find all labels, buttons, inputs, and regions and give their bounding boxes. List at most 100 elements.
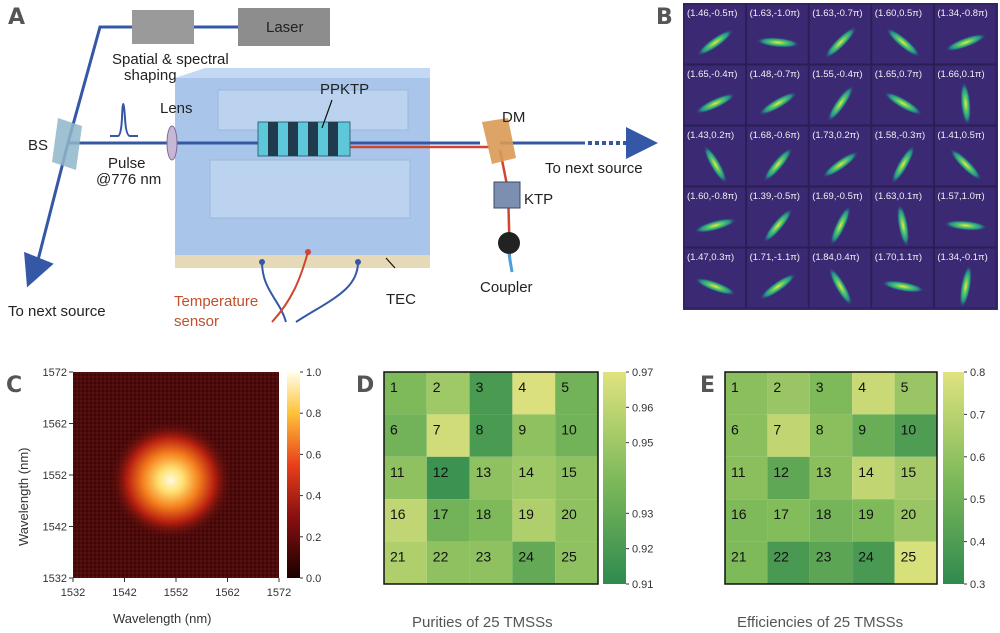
grid-cell-label: 20 xyxy=(901,506,917,522)
grid-cell-label: 13 xyxy=(816,464,832,480)
b-cell-label: (1.65,0.7π) xyxy=(875,69,922,80)
b-cell-label: (1.41,0.5π) xyxy=(937,130,984,141)
b-cell-label: (1.70,1.1π) xyxy=(875,252,922,263)
grid-cell-label: 11 xyxy=(731,464,746,480)
b-cell xyxy=(746,186,809,248)
panel-d-letter: D xyxy=(356,373,374,398)
b-cell-label: (1.43,0.2π) xyxy=(687,130,734,141)
grid-cell-label: 22 xyxy=(773,549,789,565)
grid-cell-label: 18 xyxy=(476,506,492,522)
grid-cell xyxy=(384,541,427,584)
colorbar-tick-label: 0.2 xyxy=(306,532,321,544)
grid-cell-label: 21 xyxy=(390,549,406,565)
c-colorbar xyxy=(287,372,300,578)
colorbar-tick-label: 0.5 xyxy=(970,494,985,506)
sensor-contact xyxy=(305,249,311,255)
grid-cell-label: 7 xyxy=(773,421,781,437)
pulse-label: Pulse xyxy=(108,155,146,172)
squeezed-ellipse xyxy=(763,147,793,182)
squeezed-ellipse xyxy=(822,151,859,178)
c-colorbar-ticks: 1.0 0.8 0.6 0.4 0.2 0.0 xyxy=(300,367,321,585)
panel-c-letter: C xyxy=(6,373,22,398)
colorbar-tick-label: 0.7 xyxy=(970,409,985,421)
grid-cell xyxy=(555,456,598,500)
laser-beam-2 xyxy=(66,25,132,144)
grid-cell xyxy=(469,541,513,584)
next-source-arrow-left xyxy=(24,251,54,288)
grid-cell xyxy=(767,499,810,542)
grid-cell-label: 1 xyxy=(731,379,739,395)
grid-cell-label: 22 xyxy=(433,549,449,565)
colorbar-tick-label: 0.0 xyxy=(306,573,321,585)
ktp-crystal xyxy=(493,181,521,209)
panel-e-letter: E xyxy=(700,373,715,398)
c-xtick-label: 1542 xyxy=(112,587,136,599)
squeezed-ellipse xyxy=(959,264,972,309)
grid-cell-label: 23 xyxy=(816,549,832,565)
dm-label: DM xyxy=(502,109,525,126)
squeezed-ellipse xyxy=(703,145,728,184)
b-cell-label: (1.63,-1.0π) xyxy=(750,8,800,19)
grid-cell xyxy=(725,414,768,457)
laser-label: Laser xyxy=(266,19,304,36)
grid-cell xyxy=(555,414,598,457)
grid-cell xyxy=(767,456,810,500)
b-cell-label: (1.58,-0.3π) xyxy=(875,130,925,141)
grid-cell xyxy=(894,541,937,584)
grid-cell-label: 5 xyxy=(561,379,569,395)
grid-cell-label: 4 xyxy=(518,379,526,395)
grid-cell-label: 11 xyxy=(390,464,405,480)
b-cell-label: (1.63,-0.7π) xyxy=(812,8,862,19)
d-caption: Purities of 25 TMSSs xyxy=(412,614,553,631)
squeezed-ellipse xyxy=(944,33,987,52)
next-source-left-label: To next source xyxy=(8,303,106,320)
grid-cell xyxy=(512,414,556,457)
ppktp-crystal xyxy=(257,121,351,157)
grid-cell-label: 1 xyxy=(390,379,398,395)
grid-cell xyxy=(512,541,556,584)
grid-cell-label: 17 xyxy=(773,506,789,522)
grid-cell xyxy=(469,414,513,457)
grid-cell-label: 8 xyxy=(816,421,824,437)
grid-cell xyxy=(894,499,937,542)
colorbar-tick-label: 0.95 xyxy=(632,438,653,450)
grid-cell xyxy=(767,414,810,457)
b-cell xyxy=(746,64,809,126)
b-cell-label: (1.46,-0.5π) xyxy=(687,8,737,19)
squeezed-ellipse xyxy=(881,280,925,293)
grid-cell-label: 4 xyxy=(858,379,866,395)
b-cell xyxy=(746,3,809,65)
b-cell-label: (1.63,0.1π) xyxy=(875,191,922,202)
grid-cell xyxy=(852,372,895,415)
grid-cell xyxy=(725,541,768,584)
next-source-right-label: To next source xyxy=(545,160,643,177)
grid-cell xyxy=(809,541,853,584)
grid-cell-label: 5 xyxy=(901,379,909,395)
b-cell-label: (1.66,0.1π) xyxy=(937,69,984,80)
shaping-label-line1: Spatial & spectral xyxy=(112,51,229,68)
grid-cell-label: 7 xyxy=(433,421,441,437)
grid-cell xyxy=(852,456,895,500)
b-cell xyxy=(933,125,997,187)
squeezed-ellipse xyxy=(694,218,737,233)
grid-cell-label: 3 xyxy=(816,379,824,395)
b-cell xyxy=(871,64,934,126)
e-colorbar-ticks: 0.8 0.7 0.6 0.5 0.4 0.3 xyxy=(964,367,985,591)
c-ytick-label: 1542 xyxy=(43,522,67,534)
grid-cell-label: 15 xyxy=(561,464,577,480)
b-cell xyxy=(683,186,747,248)
grid-cell xyxy=(512,499,556,542)
grid-cell xyxy=(469,456,513,500)
squeezed-ellipse xyxy=(830,205,851,246)
b-cell-label: (1.39,-0.5π) xyxy=(750,191,800,202)
grid-cell xyxy=(384,372,427,415)
b-cell xyxy=(933,186,997,248)
colorbar-tick-label: 0.6 xyxy=(306,449,321,461)
colorbar-tick-label: 0.3 xyxy=(970,579,985,591)
table-top-edge xyxy=(175,68,430,78)
grid-cell xyxy=(426,456,470,500)
grid-cell xyxy=(894,372,937,415)
